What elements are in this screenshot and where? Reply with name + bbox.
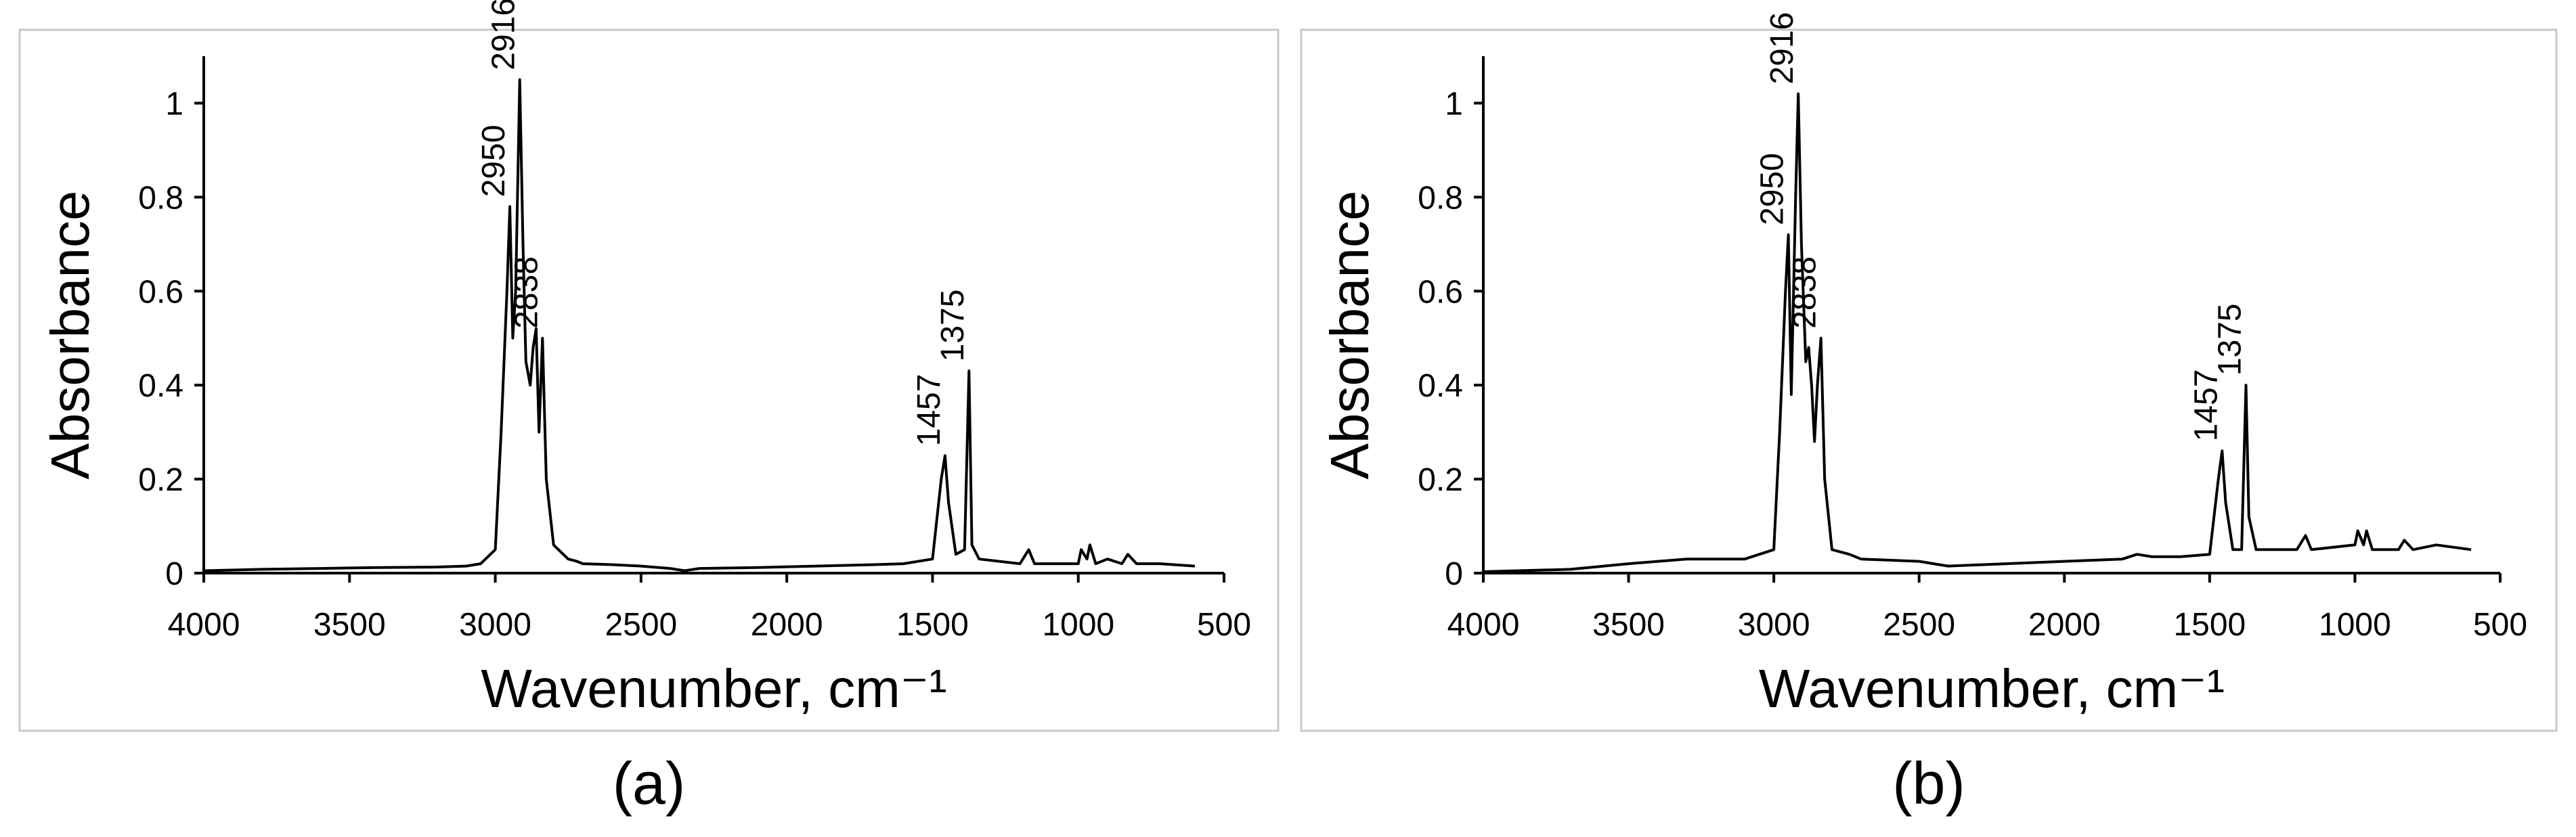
panel-frame xyxy=(18,28,1280,732)
x-tick-label: 500 xyxy=(2473,607,2527,643)
x-tick-label: 2000 xyxy=(751,607,823,643)
y-tick-label: 0 xyxy=(1445,556,1463,592)
x-tick-label: 3000 xyxy=(1738,607,1810,643)
panel-label: (b) xyxy=(1892,750,1965,817)
peak-label: 2916 xyxy=(486,0,522,70)
y-tick-label: 1 xyxy=(1445,86,1463,122)
peak-label: 2950 xyxy=(1755,153,1791,225)
x-tick-label: 2500 xyxy=(1883,607,1955,643)
x-tick-label: 2500 xyxy=(605,607,677,643)
x-tick-label: 4000 xyxy=(168,607,240,643)
peak-label: 2950 xyxy=(476,125,512,197)
y-axis-title: Absorbance xyxy=(40,191,100,480)
x-tick-label: 1500 xyxy=(2173,607,2246,643)
peak-label: 2916 xyxy=(1764,12,1800,85)
y-tick-label: 0.2 xyxy=(138,462,183,498)
peak-label: 2838 xyxy=(508,256,544,329)
x-tick-label: 1000 xyxy=(1042,607,1114,643)
peak-label: 1457 xyxy=(911,374,947,447)
spectrum-line xyxy=(1483,92,2472,573)
x-tick-label: 2000 xyxy=(2028,607,2101,643)
y-tick-label: 0.4 xyxy=(138,368,183,404)
x-tick-label: 1500 xyxy=(896,607,969,643)
y-axis-title: Absorbance xyxy=(1319,191,1380,480)
peak-label: 1457 xyxy=(2188,369,2224,442)
peak-label: 2838 xyxy=(1787,256,1823,329)
x-tick-label: 1000 xyxy=(2319,607,2391,643)
y-tick-label: 0.8 xyxy=(138,180,183,216)
y-tick-label: 1 xyxy=(165,86,183,122)
y-tick-label: 0 xyxy=(165,556,183,592)
y-tick-label: 0.2 xyxy=(1418,462,1463,498)
x-tick-label: 3500 xyxy=(313,607,386,643)
y-tick-label: 0.4 xyxy=(1418,368,1463,404)
x-axis-title: Wavenumber, cm⁻¹ xyxy=(1759,658,2225,719)
x-tick-label: 4000 xyxy=(1447,607,1520,643)
panel-label: (a) xyxy=(613,750,686,817)
peak-label: 1375 xyxy=(2212,303,2248,376)
x-tick-label: 500 xyxy=(1197,607,1251,643)
y-tick-label: 0.6 xyxy=(138,274,183,310)
y-tick-label: 0.8 xyxy=(1418,180,1463,216)
spectrum-line xyxy=(203,78,1196,572)
x-tick-label: 3000 xyxy=(459,607,531,643)
y-tick-label: 0.6 xyxy=(1418,274,1463,310)
panel-frame xyxy=(1300,28,2558,732)
x-tick-label: 3500 xyxy=(1592,607,1665,643)
peak-label: 1375 xyxy=(935,290,971,362)
x-axis-title: Wavenumber, cm⁻¹ xyxy=(481,658,946,719)
